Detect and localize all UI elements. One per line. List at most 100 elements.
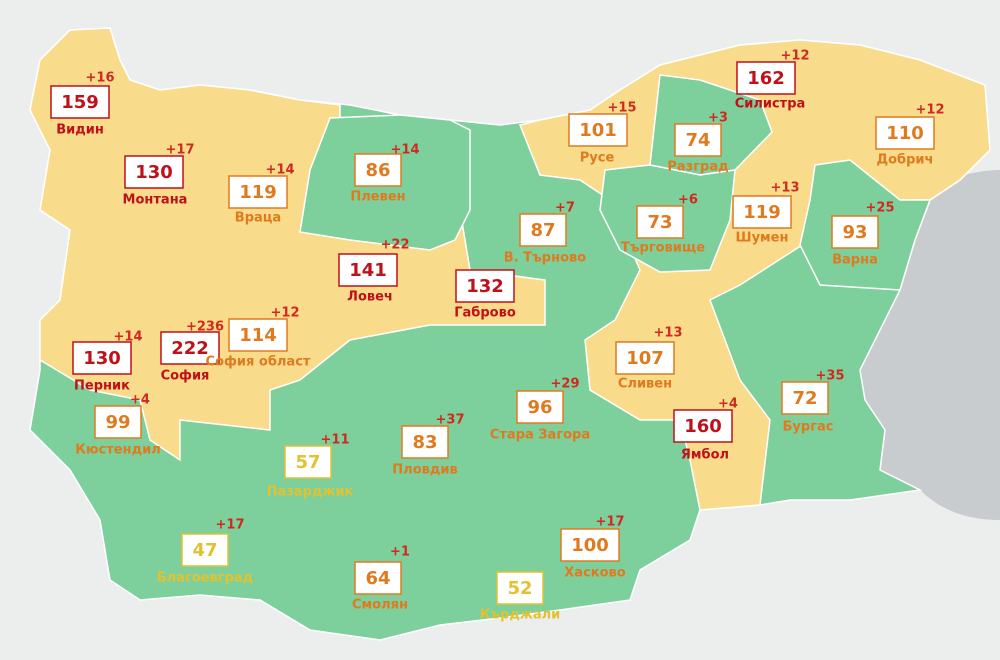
region-change: +22: [381, 238, 410, 253]
value-box: [284, 445, 332, 479]
value-box: [568, 113, 628, 147]
region-name: Добрич: [877, 153, 934, 168]
region-change: +3: [708, 111, 728, 126]
region-change: +12: [916, 103, 945, 118]
region-value: 87: [530, 220, 555, 241]
value-box: [228, 318, 288, 352]
region-name: Варна: [832, 253, 878, 268]
region-change: +25: [866, 201, 895, 216]
region-name: В. Търново: [504, 251, 586, 266]
region-value: 93: [842, 222, 867, 243]
region-value: 159: [61, 92, 99, 113]
region-change: +11: [321, 433, 350, 448]
value-box: [519, 213, 567, 247]
region-name: Хасково: [564, 566, 625, 581]
value-box: [732, 195, 792, 229]
region-change: +14: [266, 163, 295, 178]
region-name: Пазарджик: [267, 485, 354, 500]
region-change: +4: [130, 393, 150, 408]
value-box: [674, 123, 722, 157]
region-name: Ямбол: [681, 448, 729, 463]
region-name: Плевен: [350, 190, 405, 205]
region-value: 130: [83, 348, 121, 369]
region-name: Пловдив: [392, 463, 457, 478]
region-value: 101: [579, 120, 617, 141]
region-change: +29: [551, 377, 580, 392]
region-name: Бургас: [783, 420, 834, 435]
region-change: +14: [114, 330, 143, 345]
region-value: 160: [684, 416, 722, 437]
region-name: София област: [206, 355, 311, 370]
region-name: Монтана: [123, 193, 188, 208]
region-name: Разград: [667, 160, 728, 175]
region-value: 52: [507, 578, 532, 599]
region-change: +13: [654, 326, 683, 341]
region-value: 110: [886, 123, 924, 144]
region-name: Шумен: [736, 231, 789, 246]
value-box: [181, 533, 229, 567]
region-value: 47: [192, 540, 217, 561]
value-box: [94, 405, 142, 439]
region-value: 86: [365, 160, 390, 181]
value-box: [401, 425, 449, 459]
value-box: [615, 341, 675, 375]
value-box: [496, 571, 544, 605]
value-box: [354, 561, 402, 595]
zone-yellow-west: [29, 27, 546, 462]
region-value: 73: [647, 212, 672, 233]
value-box: [338, 253, 398, 287]
value-box: [50, 85, 110, 119]
region-change: +1: [390, 545, 410, 560]
region-value: 100: [571, 535, 609, 556]
region-labels: 159 Видин +16 130 Монтана +17 119 Враца +14 86 Пле…: [50, 49, 945, 623]
region-name: Търговище: [621, 241, 705, 256]
value-box: [673, 409, 733, 443]
region-name: Благоевград: [157, 571, 253, 586]
value-box: [831, 215, 879, 249]
value-box: [354, 153, 402, 187]
value-box: [72, 341, 132, 375]
region-name: Кърджали: [480, 608, 561, 623]
region-value: 162: [747, 68, 785, 89]
value-box: [875, 116, 935, 150]
region-value: 222: [171, 338, 209, 359]
region-value: 141: [349, 260, 387, 281]
value-box: [781, 381, 829, 415]
region-value: 132: [466, 276, 504, 297]
region-name: Габрово: [454, 306, 516, 321]
region-name: Видин: [56, 123, 104, 138]
region-value: 119: [239, 182, 277, 203]
region-change: +7: [555, 201, 575, 216]
region-change: +236: [186, 320, 224, 335]
region-name: Сливен: [618, 377, 672, 392]
value-box: [160, 331, 220, 365]
value-box: [560, 528, 620, 562]
region-name: Кюстендил: [75, 443, 160, 458]
region-value: 74: [685, 130, 710, 151]
region-change: +16: [86, 71, 115, 86]
region-change: +4: [718, 397, 738, 412]
region-value: 83: [412, 432, 437, 453]
region-change: +17: [216, 518, 245, 533]
region-change: +15: [608, 101, 637, 116]
region-name: Перник: [74, 379, 130, 394]
value-box: [228, 175, 288, 209]
value-box: [636, 205, 684, 239]
value-box: [455, 269, 515, 303]
region-value: 119: [743, 202, 781, 223]
region-name: Враца: [235, 211, 281, 226]
region-name: Силистра: [735, 97, 806, 112]
value-box: [124, 155, 184, 189]
region-change: +13: [771, 181, 800, 196]
value-box: [736, 61, 796, 95]
region-name: Ловеч: [347, 290, 393, 305]
region-value: 96: [527, 397, 552, 418]
value-box: [516, 390, 564, 424]
region-change: +17: [166, 143, 195, 158]
region-value: 107: [626, 348, 664, 369]
region-value: 57: [295, 452, 320, 473]
region-value: 130: [135, 162, 173, 183]
region-change: +37: [436, 413, 465, 428]
region-value: 114: [239, 325, 277, 346]
